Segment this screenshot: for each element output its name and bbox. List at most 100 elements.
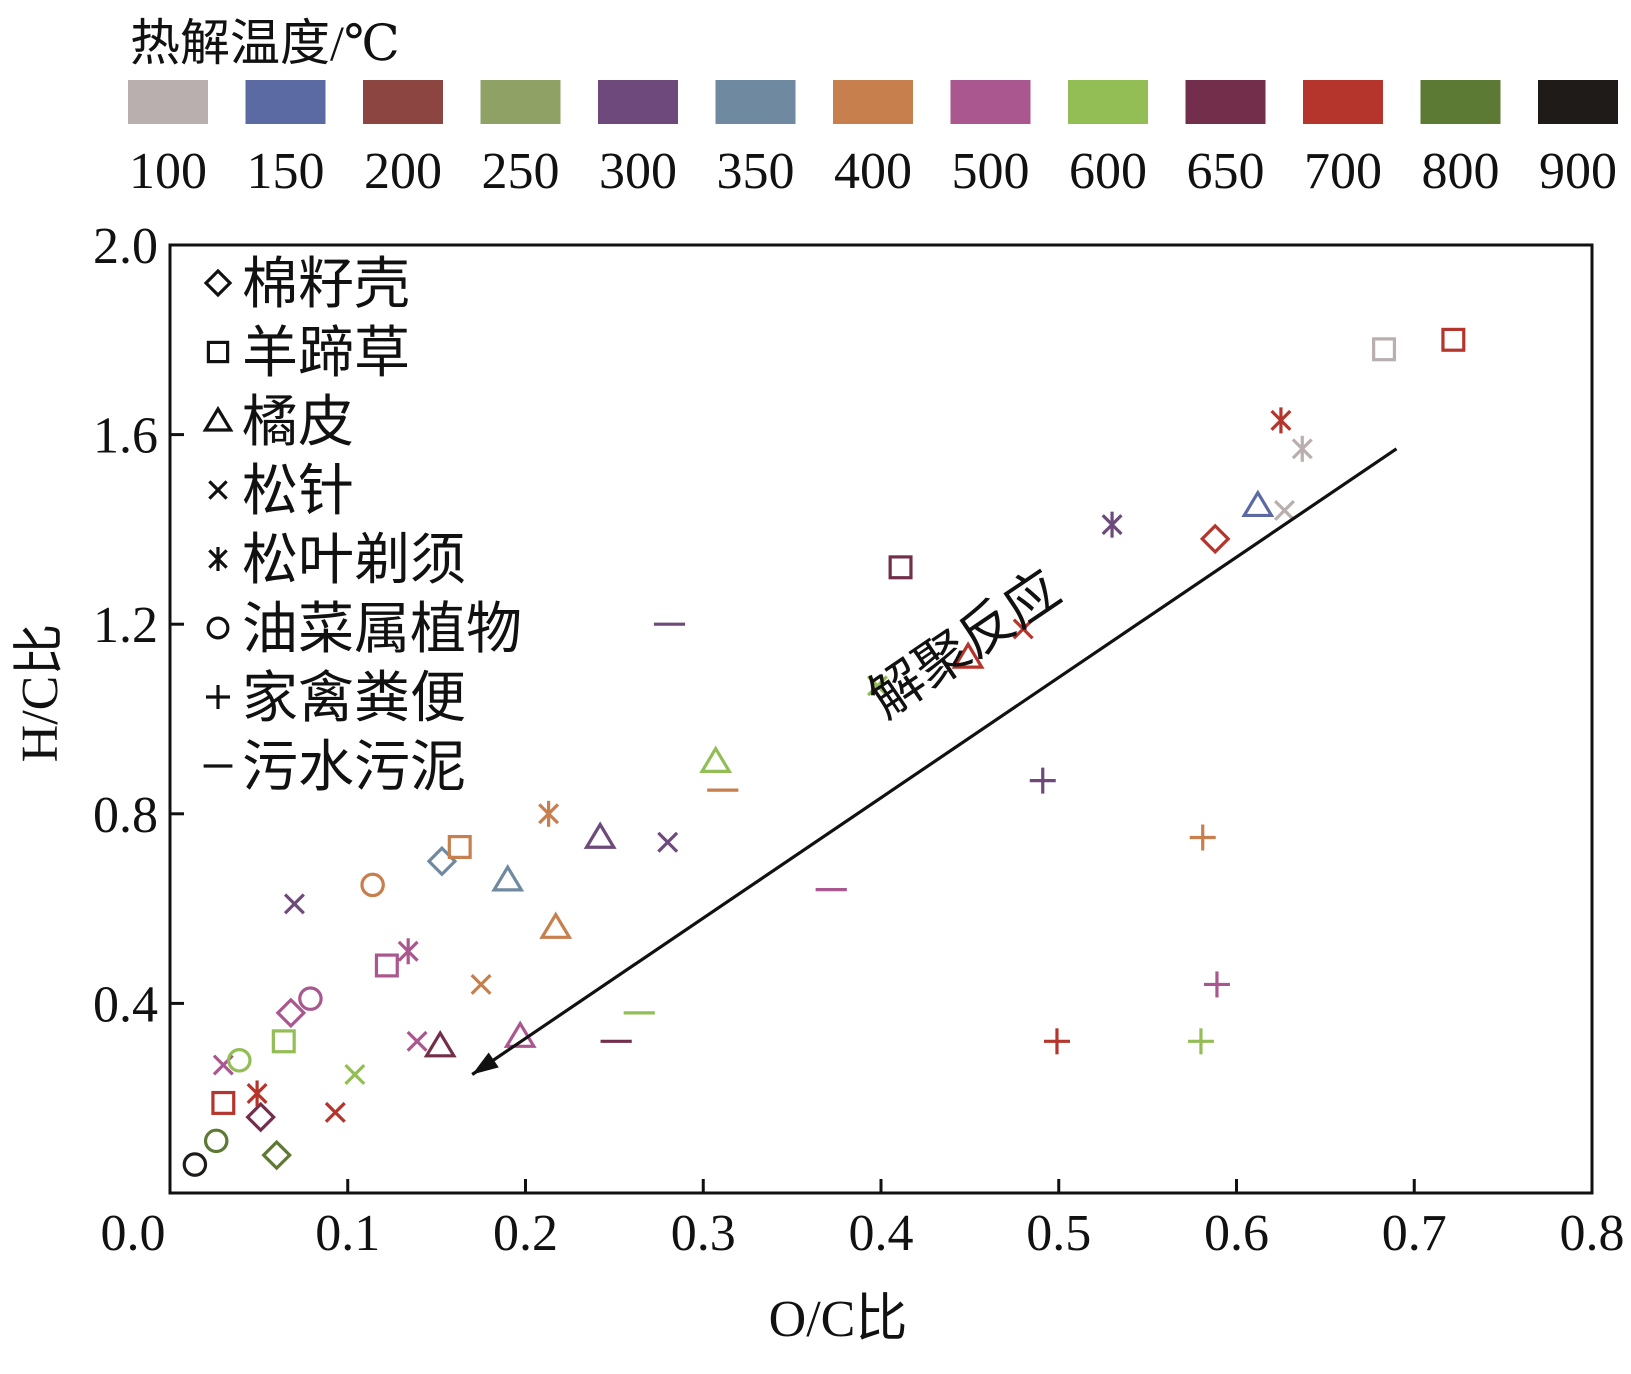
depolymerization-annotation: 解聚反应	[471, 447, 1398, 1076]
point-plus	[1189, 824, 1216, 851]
point-plus	[1029, 767, 1056, 794]
point-square	[374, 953, 399, 978]
y-tick-label: 0.4	[93, 976, 158, 1033]
point-x	[324, 1101, 346, 1123]
point-star	[1101, 511, 1123, 538]
point-triangle	[1241, 489, 1275, 518]
color-swatch-300	[598, 80, 678, 124]
point-triangle	[699, 745, 733, 774]
y-tick-label: 1.2	[93, 597, 158, 654]
legend-label: 油菜属植物	[242, 599, 522, 661]
color-swatch-650	[1185, 80, 1266, 124]
x-tick-label: 0.2	[493, 1205, 558, 1262]
legend-marker-x	[208, 480, 228, 500]
color-label-350: 350	[717, 143, 795, 200]
x-tick-label: 0.3	[671, 1205, 736, 1262]
point-diamond	[245, 1101, 276, 1133]
x-tick-label: 0.8	[1560, 1205, 1625, 1262]
color-swatch-350	[715, 80, 796, 124]
color-label-650: 650	[1187, 143, 1265, 200]
y-tick-label: 1.6	[93, 408, 158, 465]
color-swatch-900	[1538, 80, 1618, 124]
point-circle	[360, 872, 385, 898]
point-diamond	[426, 845, 458, 877]
y-tick-label: 0.8	[93, 787, 158, 844]
color-label-250: 250	[482, 143, 560, 200]
color-swatch-600	[1068, 80, 1148, 124]
legend-marker-square	[206, 340, 230, 364]
legend-label: 松针	[242, 461, 354, 523]
point-star	[397, 938, 419, 965]
point-triangle	[423, 1029, 457, 1058]
x-tick-label: 0.6	[1204, 1205, 1269, 1262]
plot-axes: 0.0 0.1 0.2 0.3 0.4 0.5 0.6 0.7 0.8 0.4 0.8 1.2 1.6 2…	[93, 218, 1625, 1262]
point-plus	[1043, 1028, 1070, 1055]
point-square	[211, 1090, 236, 1115]
point-x	[283, 893, 305, 915]
color-label-400: 400	[834, 143, 912, 200]
point-diamond	[1199, 523, 1231, 555]
color-label-300: 300	[599, 143, 677, 200]
legend-label: 棉籽壳	[242, 254, 410, 316]
point-diamond	[261, 1139, 292, 1171]
x-tick-label: 0.1	[315, 1205, 380, 1262]
x-tick-label: 0.5	[1026, 1205, 1091, 1262]
point-plus	[1187, 1028, 1214, 1055]
legend-marker-triangle	[202, 405, 234, 432]
color-swatch-100	[128, 80, 208, 124]
point-x	[470, 973, 492, 995]
point-diamond	[275, 997, 307, 1029]
legend-label: 家禽粪便	[242, 668, 466, 730]
point-triangle	[583, 821, 617, 849]
point-triangle	[491, 864, 525, 892]
point-x	[344, 1064, 366, 1085]
color-swatch-500	[950, 80, 1031, 124]
temperature-color-legend: 热解温度/℃ 100 150 200 250 300 350 400 500 600 650 700…	[128, 15, 1618, 200]
x-tick-label: 0.0	[101, 1205, 166, 1262]
color-label-100: 100	[129, 143, 207, 200]
point-x	[657, 831, 679, 853]
point-plus	[1203, 971, 1230, 998]
legend-marker-diamond	[203, 268, 233, 298]
annotation-arrow-line	[471, 447, 1398, 1076]
point-star	[1270, 407, 1292, 434]
point-x	[1012, 618, 1034, 640]
point-x	[866, 675, 888, 697]
color-label-200: 200	[364, 143, 442, 200]
y-tick-label: 2.0	[93, 218, 158, 275]
legend-marker-plus	[206, 685, 230, 709]
color-swatch-400	[833, 80, 913, 124]
color-swatch-250	[480, 80, 561, 124]
color-swatch-800	[1420, 80, 1501, 124]
color-legend-title: 热解温度/℃	[130, 15, 400, 71]
point-square	[1441, 327, 1466, 352]
annotation-arrowhead	[472, 1052, 499, 1075]
y-axis-label: H/C比	[12, 624, 69, 763]
point-triangle	[539, 911, 573, 939]
point-circle	[182, 1152, 208, 1177]
x-tick-label: 0.4	[849, 1205, 914, 1262]
point-square	[447, 834, 472, 859]
point-circle	[298, 986, 323, 1011]
legend-marker-circle	[206, 616, 230, 640]
x-axis-label: O/C比	[769, 1291, 908, 1348]
point-square	[271, 1029, 296, 1054]
annotation-label: 解聚反应	[858, 559, 1071, 730]
legend-label: 橘皮	[242, 392, 354, 454]
point-x	[1274, 499, 1295, 521]
legend-marker-star	[208, 547, 228, 571]
data-points	[182, 327, 1466, 1177]
point-circle	[203, 1128, 229, 1154]
point-square	[888, 555, 913, 580]
legend-label: 羊蹄草	[242, 323, 410, 385]
point-x	[406, 1030, 428, 1052]
color-label-800: 800	[1422, 143, 1500, 200]
legend-label: 松叶剃须	[242, 530, 466, 592]
color-label-700: 700	[1304, 143, 1382, 200]
color-swatch-200	[363, 80, 443, 124]
point-triangle	[503, 1020, 537, 1048]
color-label-600: 600	[1069, 143, 1147, 200]
color-label-500: 500	[952, 143, 1030, 200]
x-tick-label: 0.7	[1382, 1205, 1447, 1262]
